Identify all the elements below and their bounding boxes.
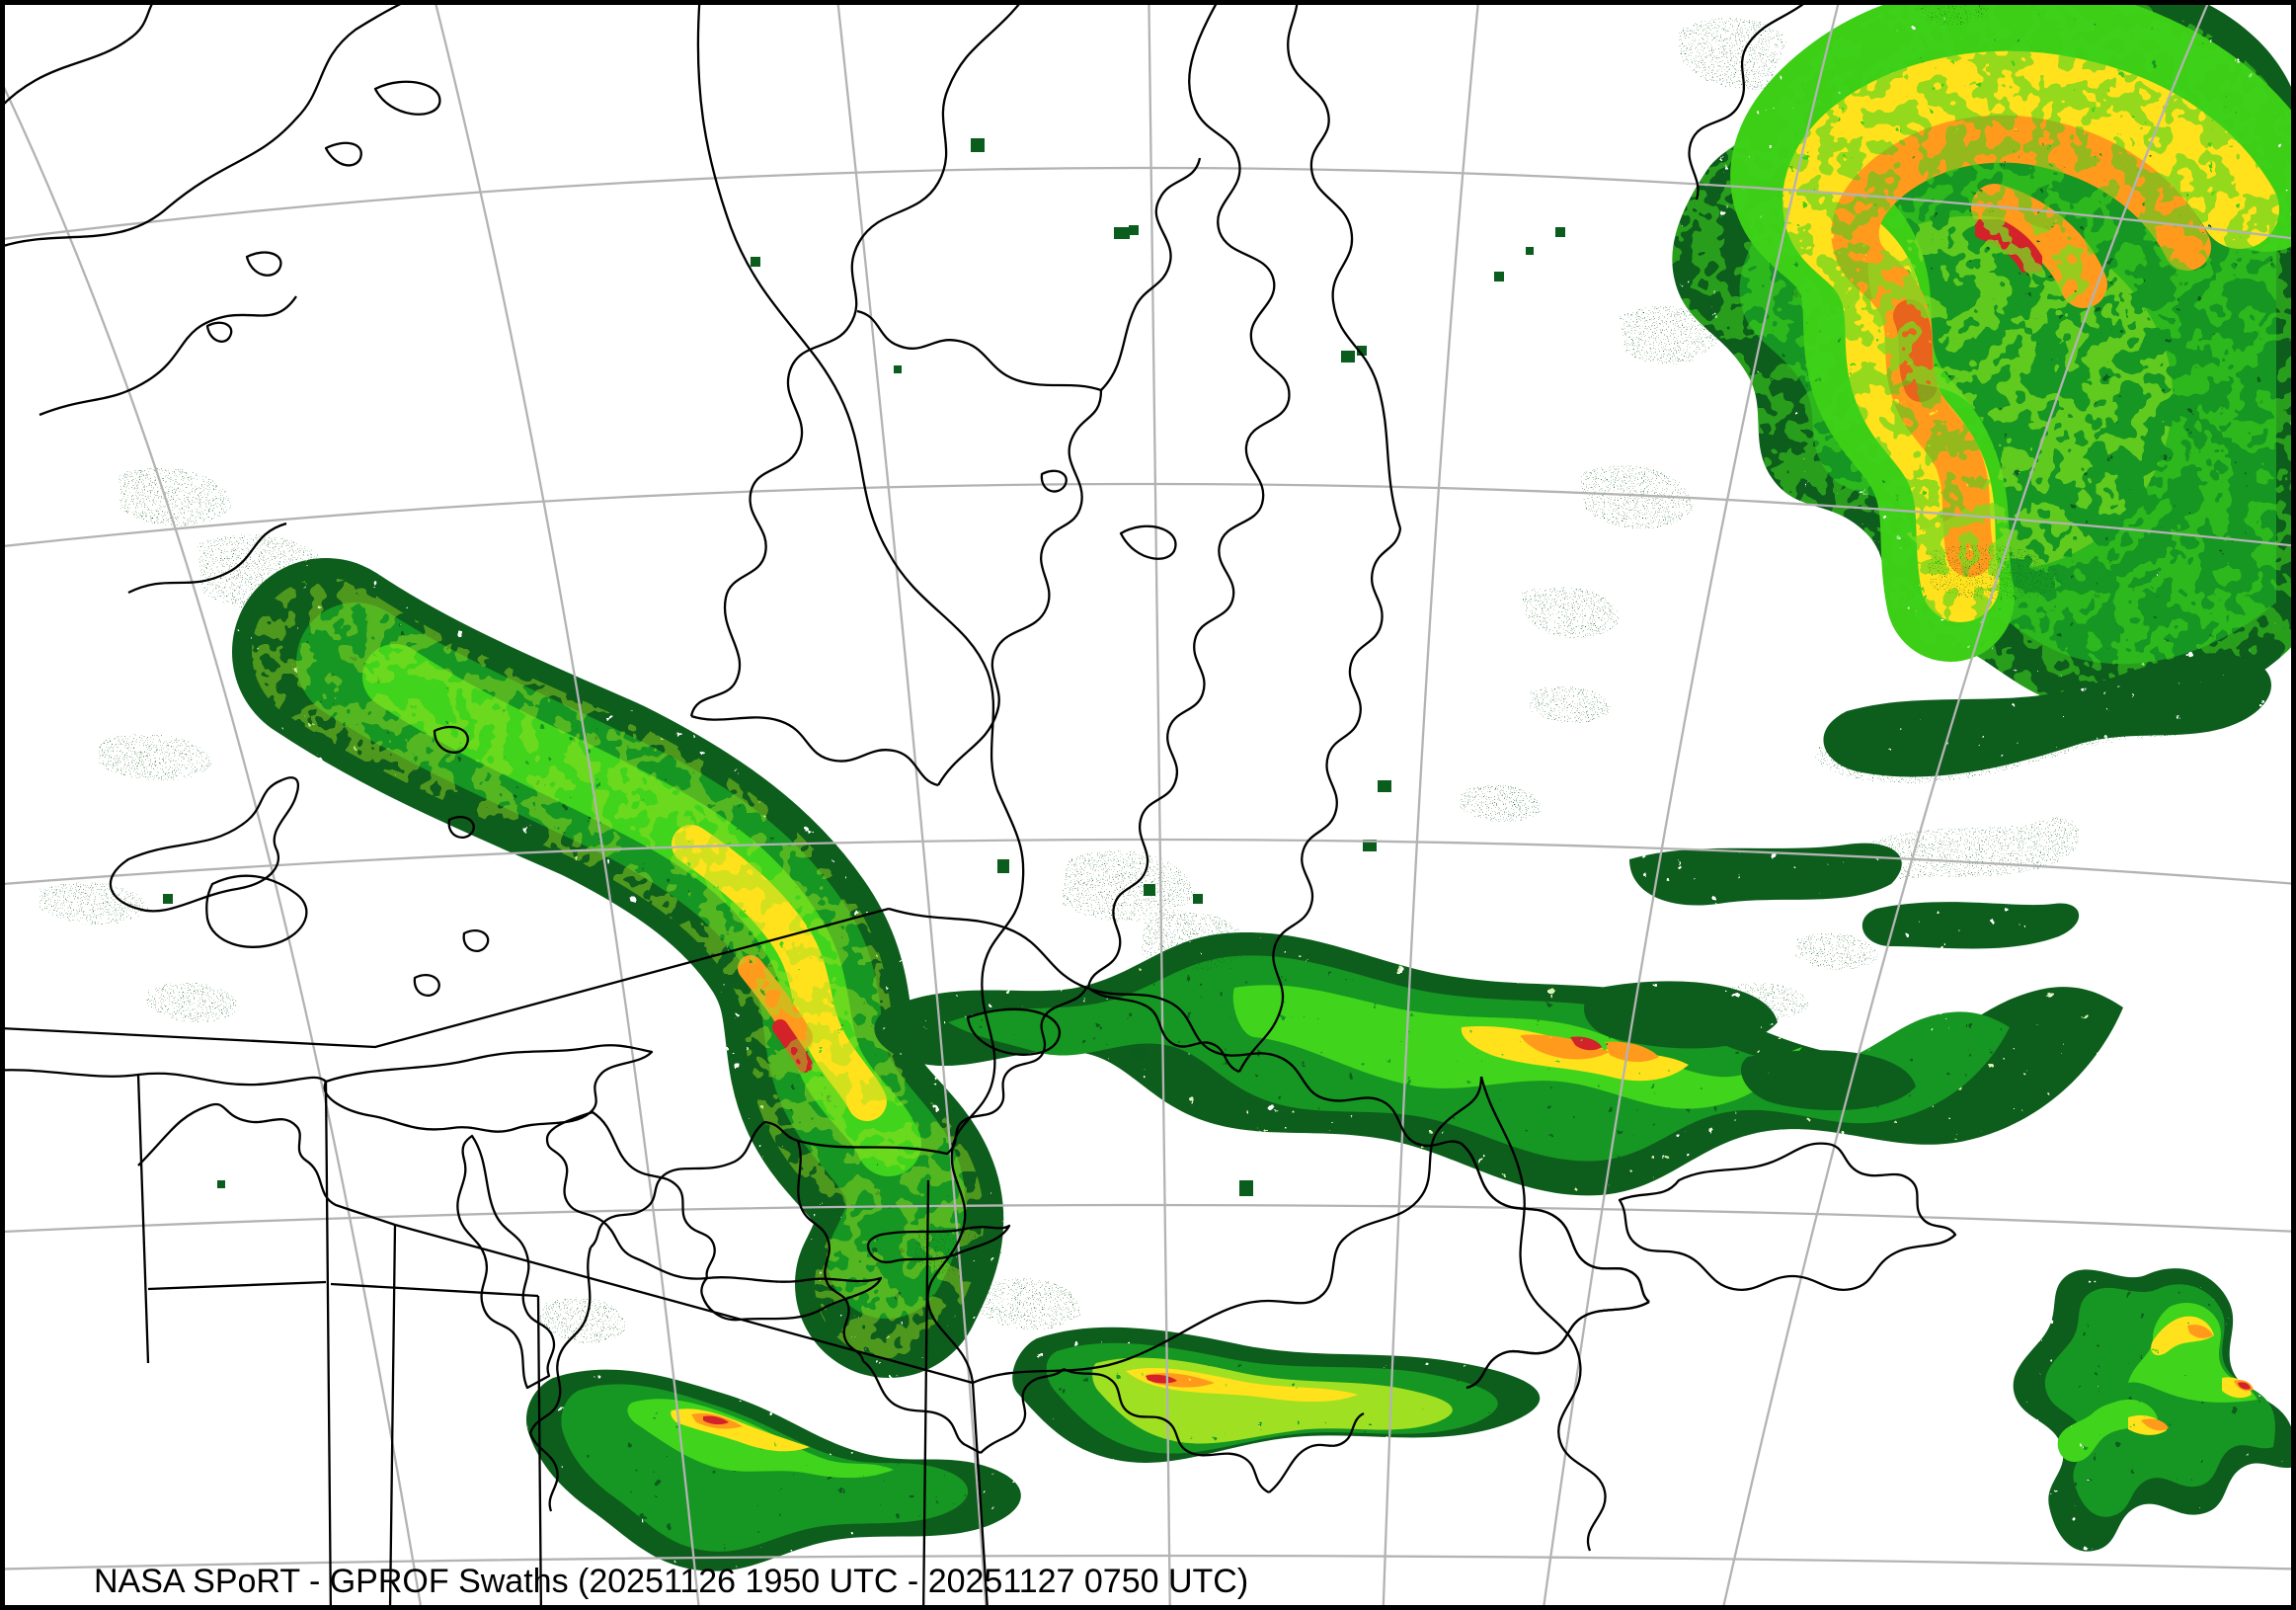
- svg-text:NASA SPoRT - GPROF Swaths (202: NASA SPoRT - GPROF Swaths (20251126 1950…: [94, 1563, 1248, 1600]
